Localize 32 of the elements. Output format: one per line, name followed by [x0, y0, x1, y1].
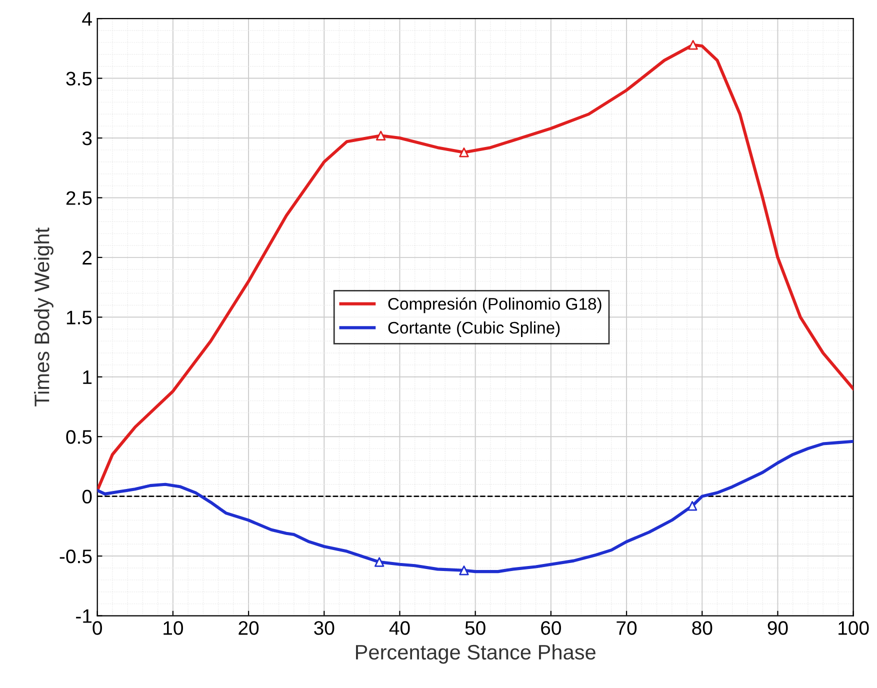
y-tick-label: 3: [82, 131, 92, 146]
x-tick-label: 70: [616, 621, 637, 635]
x-tick-label: 80: [692, 621, 712, 635]
y-tick-label: -0.5: [60, 550, 92, 564]
y-tick-label: 1.5: [66, 310, 92, 324]
legend-label: Cortante (Cubic Spline): [388, 321, 560, 337]
x-tick-label: 100: [838, 621, 869, 635]
y-tick-label: 3.5: [66, 72, 92, 86]
x-axis-title: Percentage Stance Phase: [356, 644, 596, 664]
y-tick-label: 0: [82, 490, 92, 504]
legend-label: Compresión (Polinomio G18): [388, 297, 602, 314]
y-tick-label: 2: [82, 250, 92, 264]
y-tick-label: 1: [83, 370, 92, 384]
point: [459, 147, 469, 158]
y-tick-label: 0.5: [66, 430, 92, 444]
y-tick-label: -1: [76, 609, 92, 623]
x-tick-label: 50: [465, 621, 486, 635]
x-tick-label: 30: [314, 621, 334, 635]
point: [376, 130, 386, 140]
point: [688, 40, 698, 50]
point: [687, 501, 698, 511]
x-tick-label: 10: [164, 621, 183, 635]
x-tick-label: 60: [541, 621, 561, 635]
x-tick-label: 40: [389, 621, 410, 635]
point: [374, 557, 384, 567]
y-tick-label: 4: [82, 12, 92, 26]
point: [459, 566, 469, 576]
x-tick-label: 20: [238, 621, 259, 635]
x-tick-label: 0: [92, 621, 102, 635]
x-tick-label: 90: [768, 621, 788, 635]
y-axis-title: Times Body Weight: [34, 228, 54, 406]
y-tick-label: 2.5: [66, 191, 92, 205]
